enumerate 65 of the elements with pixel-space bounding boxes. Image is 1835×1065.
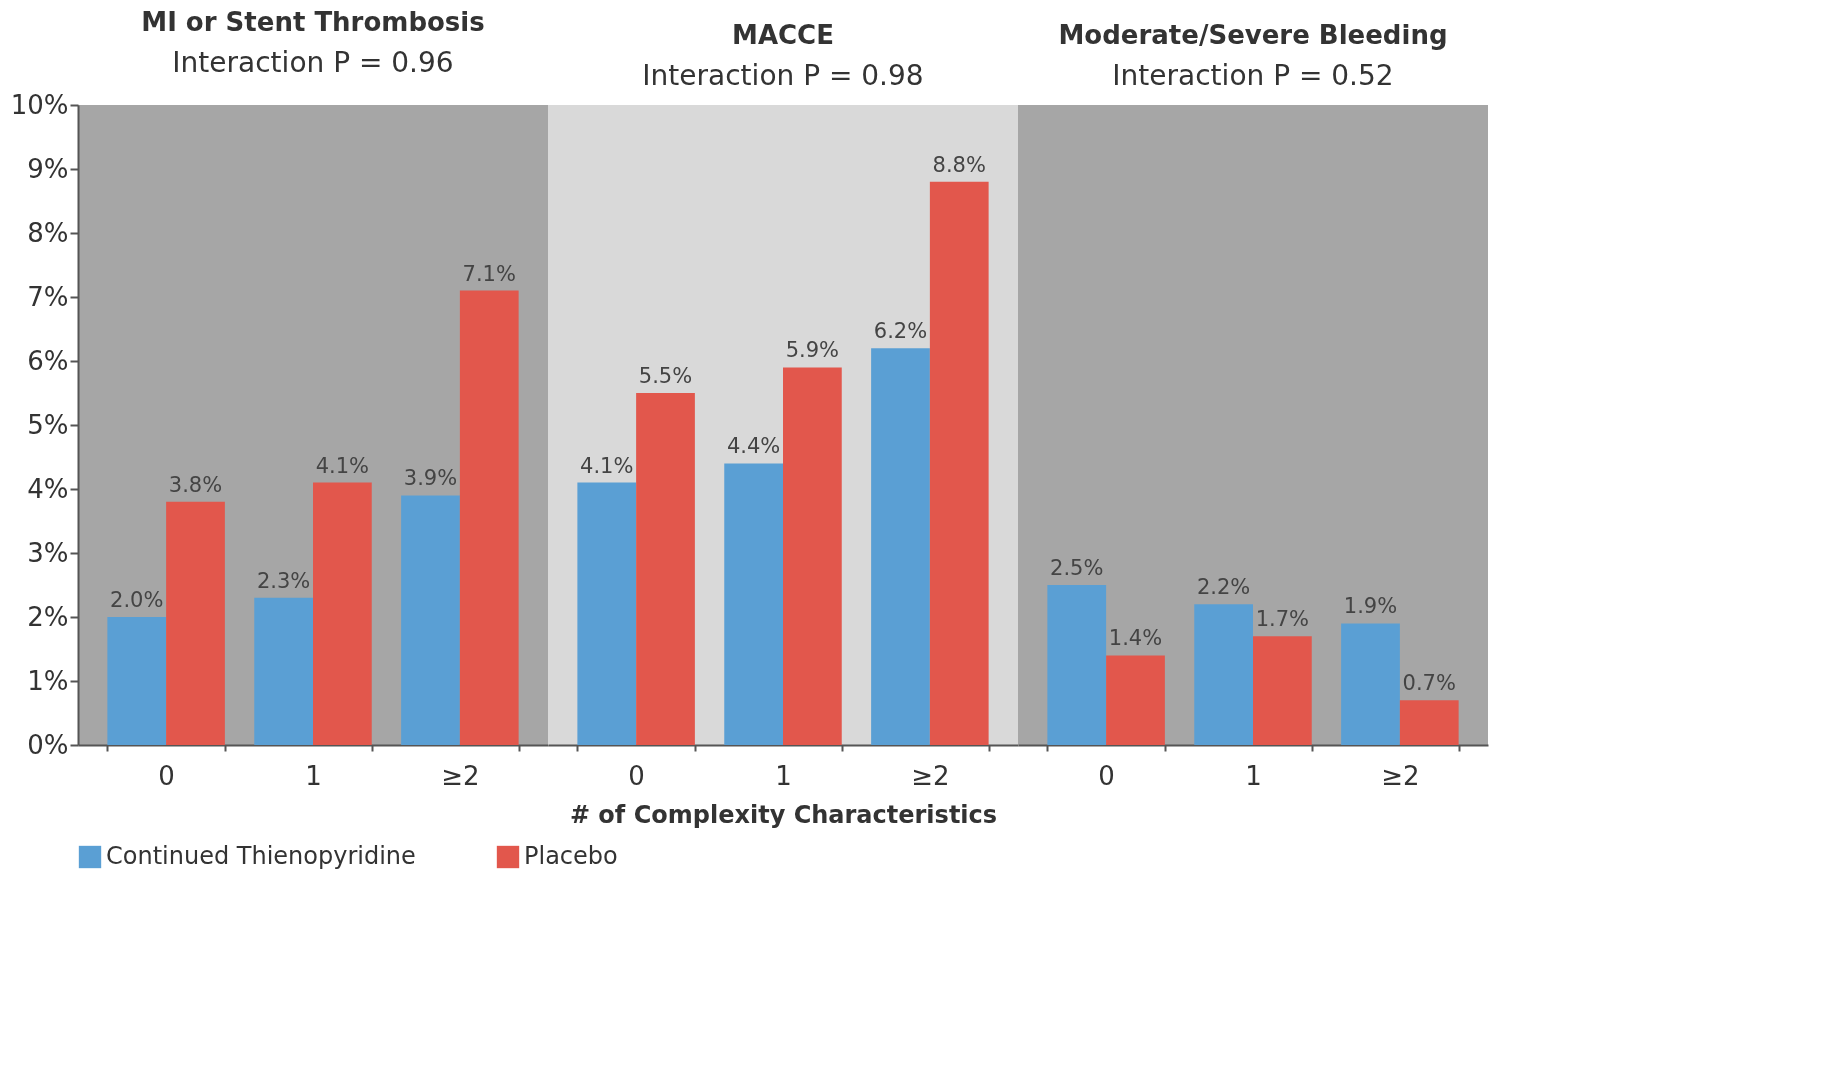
data-label: 1.4%: [1108, 626, 1163, 651]
bar: [107, 617, 167, 745]
bar: [1341, 623, 1400, 745]
data-label: 4.1%: [580, 453, 634, 478]
bar: [1194, 604, 1253, 745]
data-label: 0.7%: [1402, 671, 1456, 696]
bar: [401, 495, 460, 745]
bar: [1399, 700, 1459, 745]
x-tick-label: ≥2: [441, 760, 480, 791]
data-label: 2.2%: [1196, 575, 1251, 600]
x-tick-label: ≥2: [911, 760, 950, 791]
y-tick-label: 3%: [27, 537, 69, 568]
bar: [1047, 585, 1107, 745]
legend-label: Placebo: [524, 842, 618, 870]
x-axis-title: # of Complexity Characteristics: [569, 800, 998, 829]
bar: [459, 290, 519, 745]
chart-subtitle: Interaction P = 0.96: [172, 46, 454, 79]
data-label: 8.8%: [932, 152, 986, 177]
y-tick-label: 9%: [27, 153, 69, 184]
y-tick-label: 2%: [27, 601, 69, 632]
bar: [929, 181, 989, 745]
y-tick-label: 6%: [27, 345, 69, 376]
bar: [577, 482, 637, 745]
data-label: 1.7%: [1255, 607, 1310, 632]
chart-subtitle: Interaction P = 0.52: [1112, 59, 1394, 92]
data-label: 4.4%: [726, 434, 781, 459]
x-tick-label: 0: [1098, 760, 1115, 791]
bar: [871, 348, 930, 745]
data-label: 2.0%: [110, 588, 164, 612]
data-label: 3.9%: [403, 466, 458, 491]
chart-title: MACCE: [732, 20, 834, 50]
chart-title: Moderate/Severe Bleeding: [1058, 20, 1448, 50]
bar: [313, 482, 372, 745]
chart-subtitle: Interaction P = 0.98: [642, 59, 924, 92]
x-tick-label: 1: [1245, 760, 1262, 791]
data-label: 2.5%: [1050, 556, 1104, 580]
data-label: 3.8%: [168, 472, 223, 497]
bar: [254, 597, 313, 745]
chart-title: MI or Stent Thrombosis: [141, 7, 485, 37]
data-label: 6.2%: [873, 319, 928, 344]
bar: [783, 367, 842, 745]
data-label: 1.9%: [1343, 594, 1398, 619]
y-tick-label: 10%: [10, 89, 69, 120]
bar: [1253, 636, 1312, 745]
bar: [724, 463, 783, 745]
data-label: 4.1%: [315, 453, 370, 478]
bar: [166, 501, 225, 745]
x-tick-label: ≥2: [1381, 760, 1420, 791]
bar: [636, 393, 695, 745]
legend-label: Continued Thienopyridine: [106, 842, 416, 870]
y-tick-label: 7%: [27, 281, 69, 312]
data-label: 7.1%: [462, 261, 516, 286]
y-tick-label: 8%: [27, 217, 69, 248]
bar: [1106, 655, 1165, 745]
x-tick-label: 1: [775, 760, 792, 791]
data-label: 5.9%: [785, 338, 840, 363]
data-label: 5.5%: [638, 364, 693, 388]
y-tick-label: 0%: [27, 729, 69, 760]
y-tick-label: 1%: [27, 665, 69, 696]
x-tick-label: 0: [628, 760, 645, 791]
x-tick-label: 1: [305, 760, 322, 791]
y-tick-label: 5%: [27, 409, 69, 440]
y-tick-label: 4%: [27, 473, 69, 504]
x-tick-label: 0: [158, 760, 175, 791]
data-label: 2.3%: [256, 568, 311, 593]
